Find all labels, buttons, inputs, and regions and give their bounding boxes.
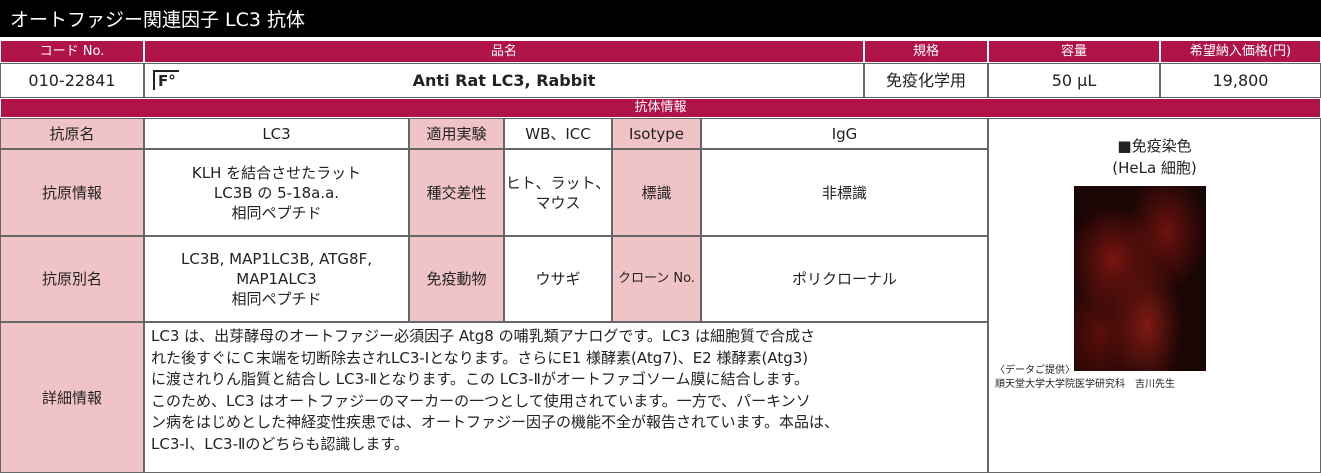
info-value: LC3B, MAP1LC3B, ATG8F, MAP1ALC3 相同ペプチド <box>144 236 409 322</box>
column-header: 品名 <box>144 40 864 63</box>
info-label: 抗原名 <box>0 118 144 149</box>
image-caption: ■免疫染色 <box>1117 137 1192 155</box>
info-value: WB、ICC <box>504 118 612 149</box>
micrograph <box>1074 186 1206 371</box>
detail-label: 詳細情報 <box>0 322 144 473</box>
info-label: 抗原別名 <box>0 236 144 322</box>
info-label: 抗原情報 <box>0 149 144 236</box>
info-label: 標識 <box>612 149 701 236</box>
title: オートファジー関連因子 LC3 抗体 <box>0 0 1321 37</box>
info-value: 非標識 <box>701 149 988 236</box>
image-subcaption: (HeLa 細胞) <box>1112 159 1197 177</box>
product-name: F° Anti Rat LC3, Rabbit <box>144 63 864 98</box>
info-label: 適用実験 <box>409 118 504 149</box>
column-header: 規格 <box>864 40 988 63</box>
detail-line: LC3-Ⅰ、LC3-Ⅱのどちらも認識します。 <box>151 434 409 453</box>
info-label: 種交差性 <box>409 149 504 236</box>
info-value: IgG <box>701 118 988 149</box>
info-label: クローン No. <box>612 236 701 322</box>
info-value: ウサギ <box>504 236 612 322</box>
product-volume: 50 μL <box>988 63 1160 98</box>
detail-text: LC3 は、出芽酵母のオートファジー必須因子 Atg8 の哺乳類アナログです。L… <box>144 322 988 473</box>
column-header: 容量 <box>988 40 1160 63</box>
product-code: 010-22841 <box>0 63 144 98</box>
column-header: 希望納入価格(円) <box>1160 40 1321 63</box>
info-value: ヒト、ラット、 マウス <box>504 149 612 236</box>
detail-line: に渡されりん脂質と結合し LC3-Ⅱとなります。この LC3-Ⅱがオートファゴソ… <box>151 370 809 388</box>
column-header: コード No. <box>0 40 144 63</box>
product-price: 19,800 <box>1160 63 1321 98</box>
info-label: 免疫動物 <box>409 236 504 322</box>
product-spec: 免疫化学用 <box>864 63 988 98</box>
detail-line: ン病をはじめとした神経変性疾患では、オートファジー因子の機能不全が報告されていま… <box>151 413 840 431</box>
section-header: 抗体情報 <box>0 98 1321 118</box>
info-label: Isotype <box>612 118 701 149</box>
product-name: Anti Rat LC3, Rabbit <box>412 70 596 90</box>
image-credit: 〈データご提供〉 <box>995 365 1075 376</box>
detail-line: このため、LC3 はオートファジーのマーカーの一つとして使用されています。一方で… <box>151 391 811 410</box>
info-value: KLH を結合させたラット LC3B の 5-18a.a. 相同ペプチド <box>144 149 409 236</box>
image-panel: ■免疫染色 (HeLa 細胞) 〈データご提供〉順天堂大学大学院医学研究科 吉川先生 <box>988 118 1321 473</box>
image-credit: 順天堂大学大学院医学研究科 吉川先生 <box>995 379 1175 390</box>
info-value: ポリクローナル <box>701 236 988 322</box>
format-icon: F° <box>153 70 179 90</box>
detail-line: LC3 は、出芽酵母のオートファジー必須因子 Atg8 の哺乳類アナログです。L… <box>151 327 815 345</box>
info-value: LC3 <box>144 118 409 149</box>
detail-line: れた後すぐにＣ末端を切断除去されLC3-Ⅰとなります。さらにE1 様酵素(Atg… <box>151 348 809 367</box>
